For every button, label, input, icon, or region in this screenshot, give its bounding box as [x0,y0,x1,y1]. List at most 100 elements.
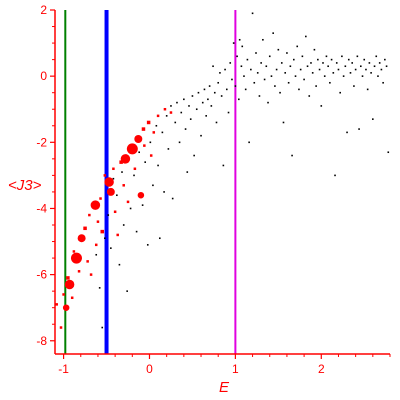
black-point [294,75,297,77]
black-point [195,108,198,111]
black-point [220,95,223,97]
black-point [193,154,195,157]
black-point [265,65,268,68]
black-point [372,118,374,120]
y-axis-title: <J3> [8,177,42,194]
red-point [143,144,146,147]
black-point [382,81,384,84]
black-point [229,62,232,64]
black-point [329,81,331,84]
x-tick-label: 1 [232,362,239,376]
black-point [207,98,209,101]
black-point [231,78,233,81]
black-point [332,72,335,74]
black-point [222,164,225,167]
black-point [306,65,309,68]
black-point [133,174,135,177]
black-point [158,237,161,240]
red-point [126,200,130,204]
black-point [104,237,106,240]
black-point [121,171,123,173]
black-point [215,121,218,124]
black-point [161,131,164,134]
black-point [238,98,240,101]
black-point [330,58,333,61]
black-point [232,42,235,44]
black-point [178,141,181,144]
black-point [299,68,302,71]
black-point [251,12,254,15]
black-point [385,65,388,68]
black-point [236,55,238,58]
red-point [104,177,114,187]
black-point [253,81,256,84]
black-point [246,58,249,61]
red-point [103,174,107,177]
black-point [212,65,214,68]
black-point [275,68,278,71]
red-point [146,120,151,125]
black-point [311,72,314,74]
red-point [66,276,70,280]
black-point [296,45,299,48]
red-point [59,326,63,329]
black-point [201,101,204,104]
black-point [243,75,245,77]
black-point [270,75,273,77]
black-point [280,62,283,64]
black-point [118,263,121,266]
black-point [263,78,266,81]
y-tick-label: 2 [40,3,47,17]
black-point [225,88,228,91]
black-point [339,91,341,94]
black-point [110,247,112,249]
black-point [155,124,158,127]
red-point [134,135,143,143]
y-ticks: -8 -6 -4 -2 0 2 [36,3,55,348]
red-point [120,154,131,164]
red-point [152,131,156,134]
red-point [126,143,138,155]
black-point [138,151,140,154]
red-point [70,252,82,264]
red-point [77,234,86,243]
black-point [366,88,369,91]
black-point [250,68,252,71]
red-point [133,167,137,171]
black-point [354,68,357,71]
black-point [260,62,262,64]
black-point [165,115,168,117]
black-point [101,326,104,329]
black-point [234,85,237,87]
y-tick-label: -6 [36,268,47,282]
red-point [116,233,119,237]
black-point [342,75,345,77]
black-point [323,75,326,77]
black-point [322,62,324,64]
black-point [116,194,118,197]
black-point [335,62,338,64]
red-point [64,279,75,290]
black-point [240,65,243,68]
black-point [244,88,247,91]
black-point [210,105,213,107]
black-point [248,141,250,144]
black-point [122,224,125,226]
black-point [135,230,138,233]
black-point [191,95,194,97]
y-tick-label: -2 [36,135,47,149]
black-point [279,91,281,94]
red-point [72,250,76,253]
red-point [141,127,146,131]
black-point [337,68,340,71]
black-point [287,81,290,84]
black-point [95,253,98,256]
red-point [113,210,117,214]
red-point [62,304,70,311]
black-point [98,287,101,289]
black-point [197,91,200,94]
black-point [176,101,178,104]
black-point [313,48,316,51]
black-point [344,65,347,68]
x-tick-label: -1 [58,362,69,376]
